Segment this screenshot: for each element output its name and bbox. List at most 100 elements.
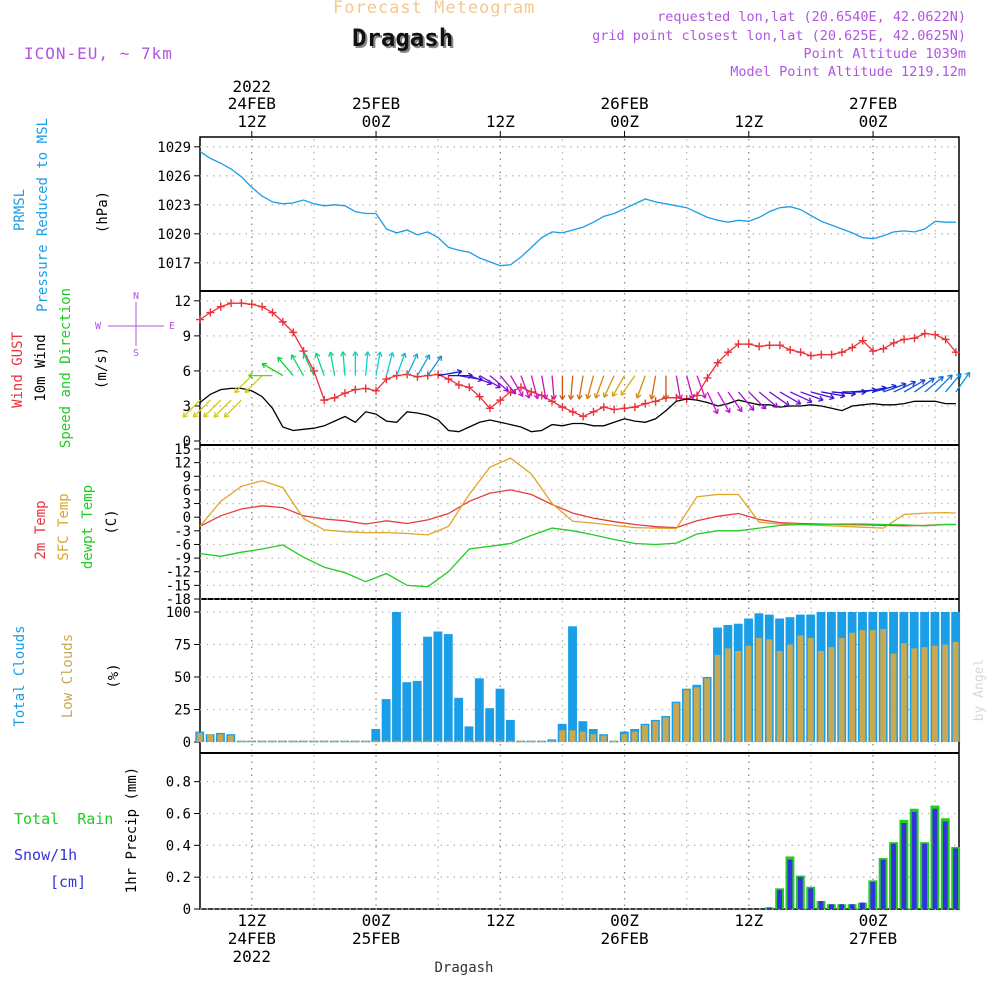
y-tick-label: 12	[174, 456, 191, 472]
y-tick-label: -9	[174, 551, 191, 567]
wind-arrow-head	[947, 374, 953, 380]
gust-marker	[734, 340, 743, 349]
compass-s: S	[133, 348, 139, 359]
wind-direction-arrow	[727, 391, 743, 412]
wind-arrow-head	[340, 351, 347, 357]
wind-arrow-head	[376, 351, 383, 357]
low-cloud-bar	[383, 740, 390, 743]
gust-marker	[558, 403, 567, 412]
gust-marker	[475, 392, 484, 401]
gust-marker	[372, 386, 381, 395]
low-cloud-bar	[838, 638, 845, 742]
gust-marker	[454, 380, 463, 389]
wind-direction-arrow	[510, 375, 524, 397]
y-tick-label: 6	[183, 483, 191, 499]
low-cloud-bar	[290, 740, 296, 743]
time-label-hour: 12Z	[486, 112, 515, 131]
snow-bar	[797, 877, 803, 909]
snow-bar	[911, 811, 917, 909]
wind-arrow-head	[192, 412, 199, 418]
snow-bar	[942, 821, 948, 909]
wind-direction-arrow	[427, 355, 443, 376]
gust-marker	[920, 329, 929, 338]
y-tick-label: 1023	[157, 198, 191, 214]
snow-bar	[849, 904, 855, 909]
low-cloud-bar	[859, 630, 866, 742]
wind-arrow-head	[223, 412, 230, 418]
low-cloud-bar	[683, 690, 690, 742]
y-tick-label: 0.6	[166, 806, 191, 822]
low-cloud-bar	[724, 648, 731, 742]
gust-marker	[889, 338, 898, 347]
y-tick-label: 50	[174, 670, 191, 686]
low-cloud-bar	[569, 730, 576, 742]
gust-marker	[237, 299, 246, 308]
y-tick-label: 1026	[157, 169, 191, 185]
time-label-date: 26FEB	[600, 929, 648, 948]
low-cloud-bar	[942, 644, 949, 742]
footer-location: Dragash	[434, 960, 493, 976]
label-pressure-msl: Pressure Reduced to MSL	[35, 118, 51, 312]
low-cloud-bar	[787, 644, 793, 742]
wind-arrow-head	[261, 362, 268, 369]
snow-bar	[870, 881, 876, 909]
wind-direction-arrow	[934, 374, 953, 393]
gust-marker	[827, 350, 836, 359]
low-cloud-bar	[238, 740, 245, 743]
wind-direction-arrow	[396, 352, 406, 376]
low-cloud-bar	[911, 648, 918, 742]
gust-marker	[817, 350, 826, 359]
wind-arrow-head	[302, 353, 309, 359]
gust-marker	[413, 372, 422, 381]
y-tick-label: 9	[183, 469, 191, 485]
compass-w: W	[95, 321, 102, 332]
wind-direction-arrow	[914, 377, 935, 393]
low-cloud-bar	[900, 643, 907, 742]
wind-direction-arrow	[541, 375, 547, 400]
low-cloud-bar	[932, 645, 938, 742]
wind-direction-arrow	[831, 391, 856, 395]
wind-direction-arrow	[883, 383, 907, 393]
gust-marker	[941, 335, 950, 344]
low-cloud-bar	[196, 732, 203, 742]
low-cloud-bar	[445, 740, 452, 743]
wind-direction-arrow	[223, 399, 242, 418]
wind-direction-arrow	[244, 375, 263, 394]
low-cloud-bar	[818, 651, 824, 742]
snow-bar	[880, 859, 886, 909]
gust-marker	[548, 397, 557, 406]
pressure-line	[199, 151, 956, 267]
wind-arrow-head	[495, 382, 501, 389]
low-cloud-bar	[559, 730, 566, 742]
low-cloud-bar	[693, 687, 700, 742]
watermark: by Angel	[972, 659, 987, 722]
low-cloud-bar	[600, 735, 607, 742]
wind-direction-arrow	[821, 391, 846, 397]
snow-bar	[828, 904, 834, 909]
gust-marker	[278, 317, 287, 326]
wind-arrow-head	[213, 412, 220, 418]
low-cloud-bar	[455, 740, 462, 743]
snow-bar	[932, 808, 938, 909]
wind-arrow-head	[388, 351, 395, 358]
wind-direction-arrow	[862, 387, 887, 393]
low-cloud-bar	[828, 647, 835, 742]
gust-marker	[258, 302, 267, 311]
low-cloud-bar	[538, 740, 545, 743]
wind-arrow-head	[576, 394, 583, 400]
label-percent: (%)	[106, 663, 122, 688]
wind-direction-arrow	[706, 391, 719, 414]
wind-arrow-head	[510, 388, 517, 395]
time-label-hour: 12Z	[734, 112, 763, 131]
wind-arrow-head	[567, 394, 575, 400]
wind-arrow-head	[688, 393, 695, 400]
wind-arrow-head	[314, 352, 321, 359]
time-label-hour: 00Z	[859, 911, 888, 930]
wind-direction-arrow	[438, 370, 462, 377]
low-cloud-bar	[227, 735, 234, 742]
snow-bar	[901, 823, 907, 909]
model-name: ICON-EU, ~ 7km	[24, 44, 173, 63]
wind-direction-arrow	[924, 376, 944, 393]
low-cloud-bar	[528, 740, 535, 743]
time-label-hour: 12Z	[237, 112, 266, 131]
